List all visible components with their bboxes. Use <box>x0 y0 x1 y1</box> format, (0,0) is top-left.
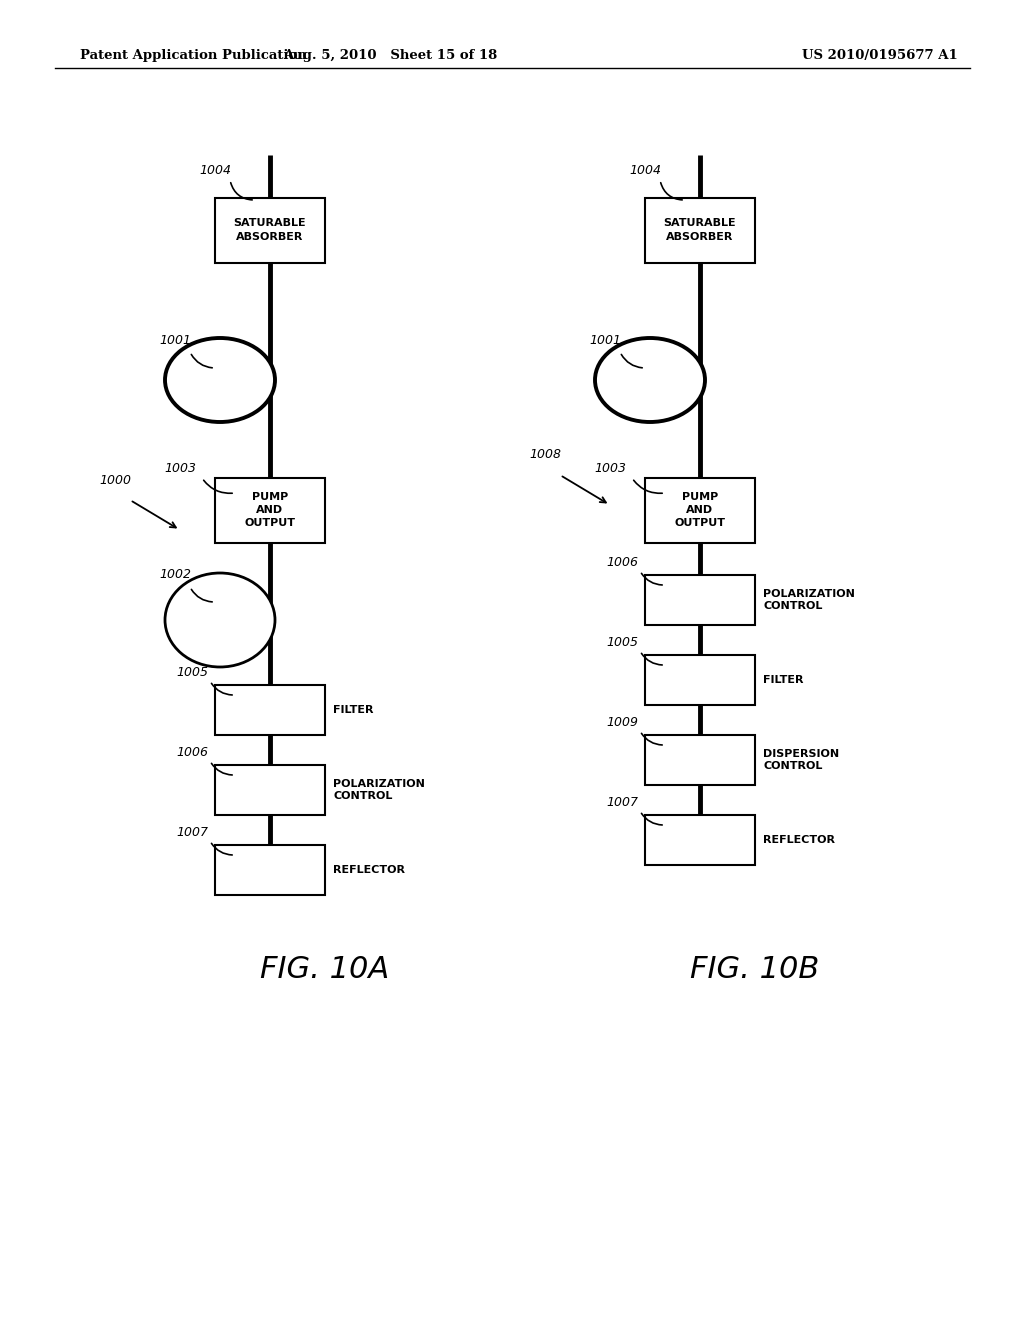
Text: SATURABLE
ABSORBER: SATURABLE ABSORBER <box>664 218 736 242</box>
Bar <box>215 845 325 895</box>
Text: 1001: 1001 <box>159 334 191 346</box>
Text: 1000: 1000 <box>99 474 131 487</box>
Text: POLARIZATION
CONTROL: POLARIZATION CONTROL <box>333 779 425 801</box>
Ellipse shape <box>595 338 705 422</box>
Text: 1008: 1008 <box>529 449 561 462</box>
Bar <box>645 198 755 263</box>
Text: SATURABLE
ABSORBER: SATURABLE ABSORBER <box>233 218 306 242</box>
Text: 1002: 1002 <box>159 569 191 582</box>
Text: FILTER: FILTER <box>333 705 374 715</box>
Bar <box>215 685 325 735</box>
Text: 1004: 1004 <box>629 164 662 177</box>
Text: Patent Application Publication: Patent Application Publication <box>80 49 307 62</box>
Bar <box>215 198 325 263</box>
Text: FILTER: FILTER <box>763 675 804 685</box>
Text: 1003: 1003 <box>164 462 196 474</box>
Ellipse shape <box>165 338 275 422</box>
Text: 1005: 1005 <box>176 665 208 678</box>
Text: FIG. 10B: FIG. 10B <box>690 956 819 985</box>
Text: Aug. 5, 2010   Sheet 15 of 18: Aug. 5, 2010 Sheet 15 of 18 <box>283 49 497 62</box>
Bar <box>645 814 755 865</box>
Text: FIG. 10A: FIG. 10A <box>260 956 389 985</box>
Text: 1007: 1007 <box>606 796 638 808</box>
Text: 1007: 1007 <box>176 825 208 838</box>
Text: 1009: 1009 <box>606 715 638 729</box>
Bar <box>215 766 325 814</box>
Text: 1006: 1006 <box>606 556 638 569</box>
Text: DISPERSION
CONTROL: DISPERSION CONTROL <box>763 748 839 771</box>
Text: 1004: 1004 <box>199 164 231 177</box>
Bar <box>645 478 755 543</box>
Text: PUMP
AND
OUTPUT: PUMP AND OUTPUT <box>245 492 296 528</box>
Text: 1006: 1006 <box>176 746 208 759</box>
Text: 1003: 1003 <box>594 462 626 474</box>
Text: 1005: 1005 <box>606 635 638 648</box>
Text: US 2010/0195677 A1: US 2010/0195677 A1 <box>802 49 957 62</box>
Bar <box>645 655 755 705</box>
Ellipse shape <box>165 573 275 667</box>
Bar <box>645 735 755 785</box>
Text: 1001: 1001 <box>589 334 621 346</box>
Text: REFLECTOR: REFLECTOR <box>763 836 835 845</box>
Bar <box>215 478 325 543</box>
Text: PUMP
AND
OUTPUT: PUMP AND OUTPUT <box>675 492 725 528</box>
Text: POLARIZATION
CONTROL: POLARIZATION CONTROL <box>763 589 855 611</box>
Bar <box>645 576 755 624</box>
Text: REFLECTOR: REFLECTOR <box>333 865 406 875</box>
